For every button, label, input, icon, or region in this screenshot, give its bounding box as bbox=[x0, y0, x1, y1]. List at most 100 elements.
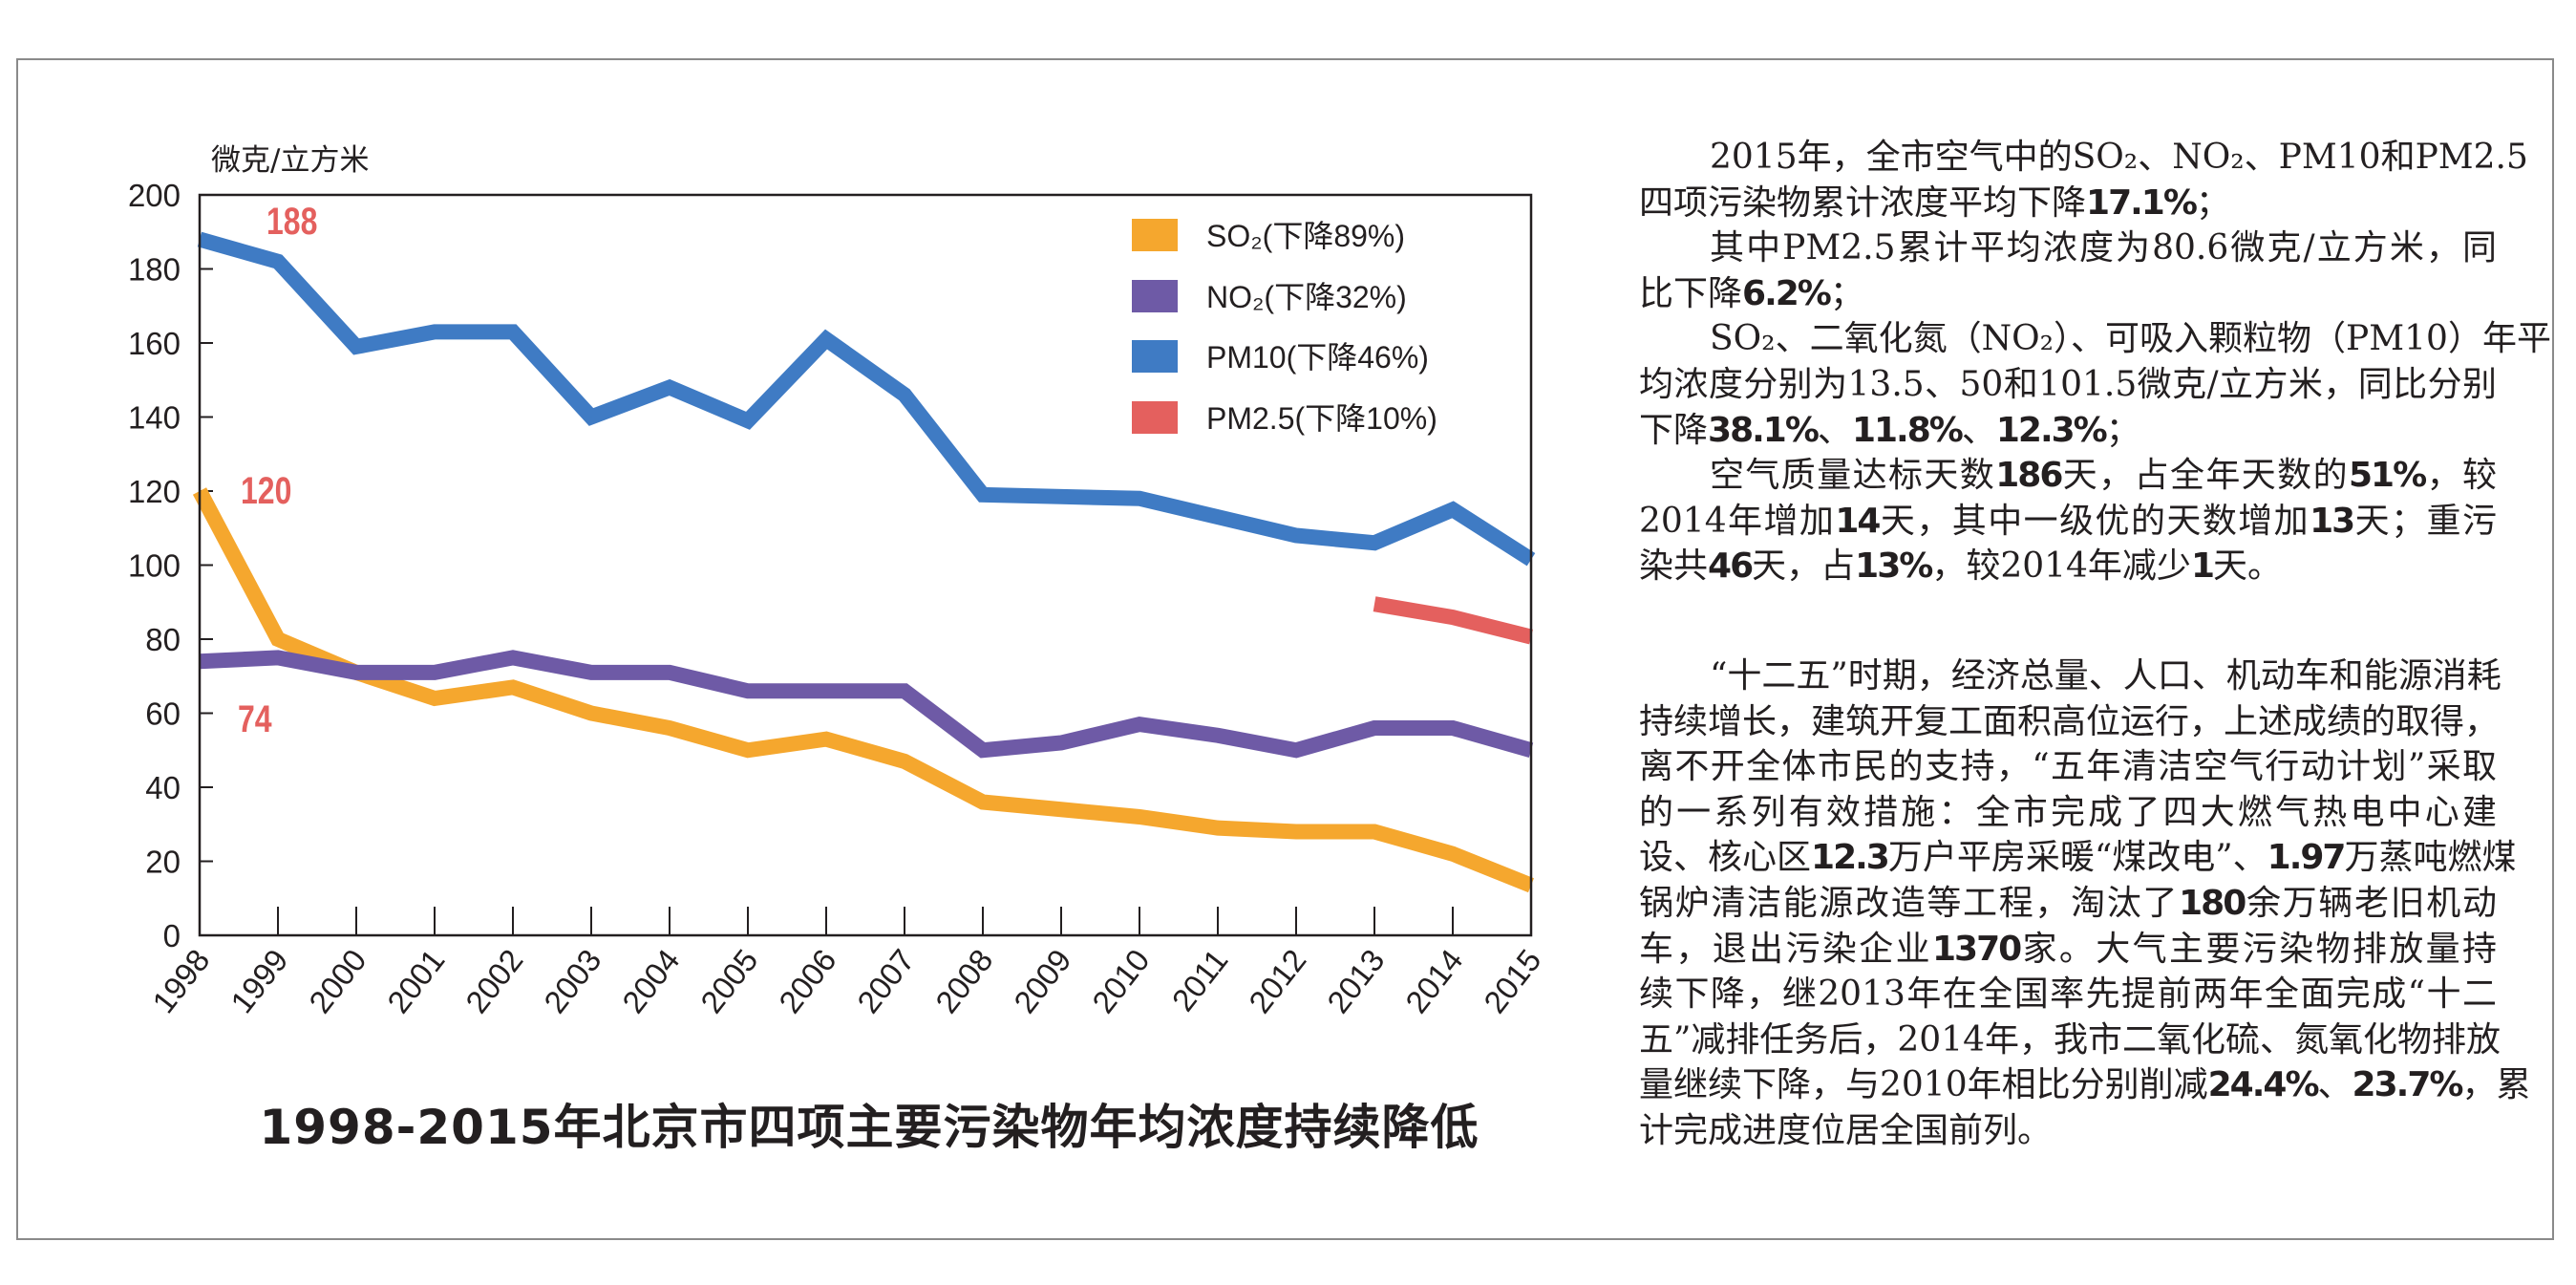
text-run: 家。大气主要污染物排放量持 bbox=[2020, 929, 2497, 969]
y-tick-label: 80 bbox=[145, 622, 181, 657]
text-run: 染共 bbox=[1639, 546, 1709, 587]
text-run: 车，退出污染企业 bbox=[1639, 929, 1932, 969]
article-line: 比下降6.2%； bbox=[1639, 271, 2497, 317]
x-tick-label: 1999 bbox=[224, 943, 294, 1020]
article-line: 锅炉清洁能源改造等工程，淘汰了180余万辆老旧机动 bbox=[1639, 881, 2497, 927]
legend-label: PM2.5(下降10%) bbox=[1206, 401, 1437, 436]
text-run: ； bbox=[2105, 410, 2140, 450]
series-line-no32 bbox=[199, 650, 1534, 759]
article-line: 离不开全体市民的支持，“五年清洁空气行动计划”采取 bbox=[1639, 744, 2497, 790]
text-run: 、 bbox=[1817, 410, 1852, 450]
text-run: 设、核心区 bbox=[1639, 838, 1812, 878]
text-run: 五”减排任务后，2014年，我市二氧化硫、氮氧化物排放 bbox=[1639, 1019, 2501, 1060]
text-run: 2015年，全市空气中的SO₂、NO₂、PM10和PM2.5 bbox=[1710, 138, 2528, 177]
y-tick-label: 140 bbox=[128, 400, 181, 436]
highlight-figure: 11.8% bbox=[1851, 410, 1964, 450]
x-tick-label: 2004 bbox=[615, 943, 686, 1020]
text-run: 续下降，继2013年在全国率先提前两年全面完成“十二 bbox=[1639, 974, 2497, 1015]
series-line-so89 bbox=[192, 487, 1534, 893]
text-run: 天，占 bbox=[1752, 546, 1856, 587]
legend-label: SO₂(下降89%) bbox=[1206, 219, 1405, 253]
highlight-figure: 17.1% bbox=[2086, 182, 2198, 223]
article-line: 下降38.1%、11.8%、12.3%； bbox=[1639, 408, 2497, 454]
article-line: “十二五”时期，经济总量、人口、机动车和能源消耗 bbox=[1639, 653, 2501, 699]
text-run: “十二五”时期，经济总量、人口、机动车和能源消耗 bbox=[1710, 655, 2501, 696]
paragraph-gap bbox=[1639, 589, 2497, 653]
text-run: 下降 bbox=[1639, 410, 1709, 450]
y-tick-label: 200 bbox=[128, 178, 181, 213]
article-line: 计完成进度位居全国前列。 bbox=[1639, 1108, 2497, 1154]
x-tick-label: 1998 bbox=[145, 943, 216, 1020]
y-tick-label: 20 bbox=[145, 845, 181, 880]
x-tick-label: 2003 bbox=[537, 943, 607, 1020]
text-run: 的一系列有效措施：全市完成了四大燃气热电中心建 bbox=[1639, 792, 2497, 832]
highlight-figure: 12.3% bbox=[1995, 410, 2108, 450]
y-tick-label: 180 bbox=[128, 252, 181, 288]
highlight-figure: 13% bbox=[1855, 546, 1933, 587]
text-run: SO₂、二氧化氮（NO₂）、可吸入颗粒物（PM10）年平 bbox=[1710, 319, 2551, 359]
highlight-figure: 6.2% bbox=[1742, 273, 1832, 313]
article-line: 2014年增加14天，其中一级优的天数增加13天；重污 bbox=[1639, 499, 2497, 545]
x-tick-label: 2014 bbox=[1398, 943, 1469, 1020]
x-tick-label: 2010 bbox=[1085, 943, 1156, 1020]
article-line: 的一系列有效措施：全市完成了四大燃气热电中心建 bbox=[1639, 790, 2497, 836]
x-tick-label: 2011 bbox=[1165, 943, 1235, 1018]
text-run: ； bbox=[1829, 273, 1864, 313]
text-run: 计完成进度位居全国前列。 bbox=[1639, 1110, 2053, 1150]
legend-swatch bbox=[1132, 219, 1178, 251]
text-run: 持续增长，建筑开复工面积高位运行，上述成绩的取得， bbox=[1639, 701, 2500, 741]
text-run: 天；重污 bbox=[2353, 501, 2497, 541]
text-run: 万蒸吨燃煤 bbox=[2344, 838, 2517, 878]
highlight-figure: 13 bbox=[2310, 501, 2355, 541]
article-line: 持续增长，建筑开复工面积高位运行，上述成绩的取得， bbox=[1639, 699, 2500, 745]
highlight-figure: 186 bbox=[1995, 456, 2063, 496]
legend-swatch bbox=[1132, 401, 1178, 434]
article-line: 空气质量达标天数186天，占全年天数的51%，较 bbox=[1639, 453, 2497, 499]
article-line: 量继续下降，与2010年相比分别削减24.4%、23.7%，累 bbox=[1639, 1062, 2530, 1108]
x-tick-label: 2012 bbox=[1242, 943, 1312, 1020]
text-run: 、 bbox=[2317, 1065, 2352, 1105]
article-line: 五”减排任务后，2014年，我市二氧化硫、氮氧化物排放 bbox=[1639, 1017, 2501, 1063]
legend-swatch bbox=[1132, 340, 1178, 373]
x-tick-label: 2009 bbox=[1007, 943, 1077, 1020]
y-tick-label: 60 bbox=[145, 696, 181, 732]
chart-title: 1998-2015年北京市四项主要污染物年均浓度持续降低 bbox=[259, 1100, 1480, 1155]
x-tick-label: 2002 bbox=[458, 943, 529, 1020]
article-line: 染共46天，占13%，较2014年减少1天。 bbox=[1639, 544, 2497, 589]
highlight-figure: 1 bbox=[2190, 546, 2215, 587]
highlight-figure: 23.7% bbox=[2352, 1065, 2464, 1105]
y-tick-label: 100 bbox=[128, 548, 181, 584]
x-tick-label: 2005 bbox=[693, 943, 764, 1020]
x-tick-label: 2007 bbox=[850, 943, 921, 1020]
article-line: 续下降，继2013年在全国率先提前两年全面完成“十二 bbox=[1639, 972, 2497, 1017]
text-run: 天。 bbox=[2213, 546, 2283, 587]
line-chart: 微克/立方米 0 20 40 60 80 100 120 140 160 180 200 1998 199… bbox=[128, 143, 1548, 1020]
article-line: 均浓度分别为13.5、50和101.5微克/立方米，同比分别 bbox=[1639, 362, 2497, 408]
y-tick-label: 120 bbox=[128, 474, 181, 509]
series-line-pm1046 bbox=[197, 231, 1536, 567]
series-line-pm2.510 bbox=[1373, 596, 1533, 645]
text-run: 量继续下降，与2010年相比分别削减 bbox=[1639, 1065, 2208, 1105]
text-run: 2014年增加 bbox=[1639, 501, 1836, 541]
text-run: ，较2014年减少 bbox=[1931, 546, 2191, 587]
text-run: 、 bbox=[1961, 410, 1996, 450]
legend-label: PM10(下降46%) bbox=[1206, 340, 1429, 375]
article-line: 其中PM2.5累计平均浓度为80.6微克/立方米，同 bbox=[1639, 225, 2497, 271]
highlight-figure: 38.1% bbox=[1708, 410, 1820, 450]
highlight-figure: 1.97 bbox=[2267, 838, 2347, 878]
highlight-figure: 180 bbox=[2179, 883, 2246, 923]
x-tick-label: 2008 bbox=[928, 943, 999, 1020]
x-tick-label: 2001 bbox=[380, 943, 451, 1020]
text-run: 天，占全年天数的 bbox=[2061, 456, 2349, 496]
y-tick-label: 0 bbox=[163, 918, 181, 953]
text-run: 万户平房采暖“煤改电”、 bbox=[1887, 838, 2267, 878]
y-tick-label: 40 bbox=[145, 770, 181, 805]
page-frame bbox=[16, 58, 2554, 1240]
data-label: 74 bbox=[238, 697, 272, 740]
text-run: 离不开全体市民的支持，“五年清洁空气行动计划”采取 bbox=[1639, 747, 2497, 787]
text-run: 四项污染物累计浓度平均下降 bbox=[1639, 182, 2087, 223]
article-line: SO₂、二氧化氮（NO₂）、可吸入颗粒物（PM10）年平 bbox=[1639, 316, 2551, 362]
data-label: 120 bbox=[241, 469, 291, 512]
article-line: 设、核心区12.3万户平房采暖“煤改电”、1.97万蒸吨燃煤 bbox=[1639, 835, 2517, 881]
x-tick-label: 2000 bbox=[302, 943, 373, 1020]
